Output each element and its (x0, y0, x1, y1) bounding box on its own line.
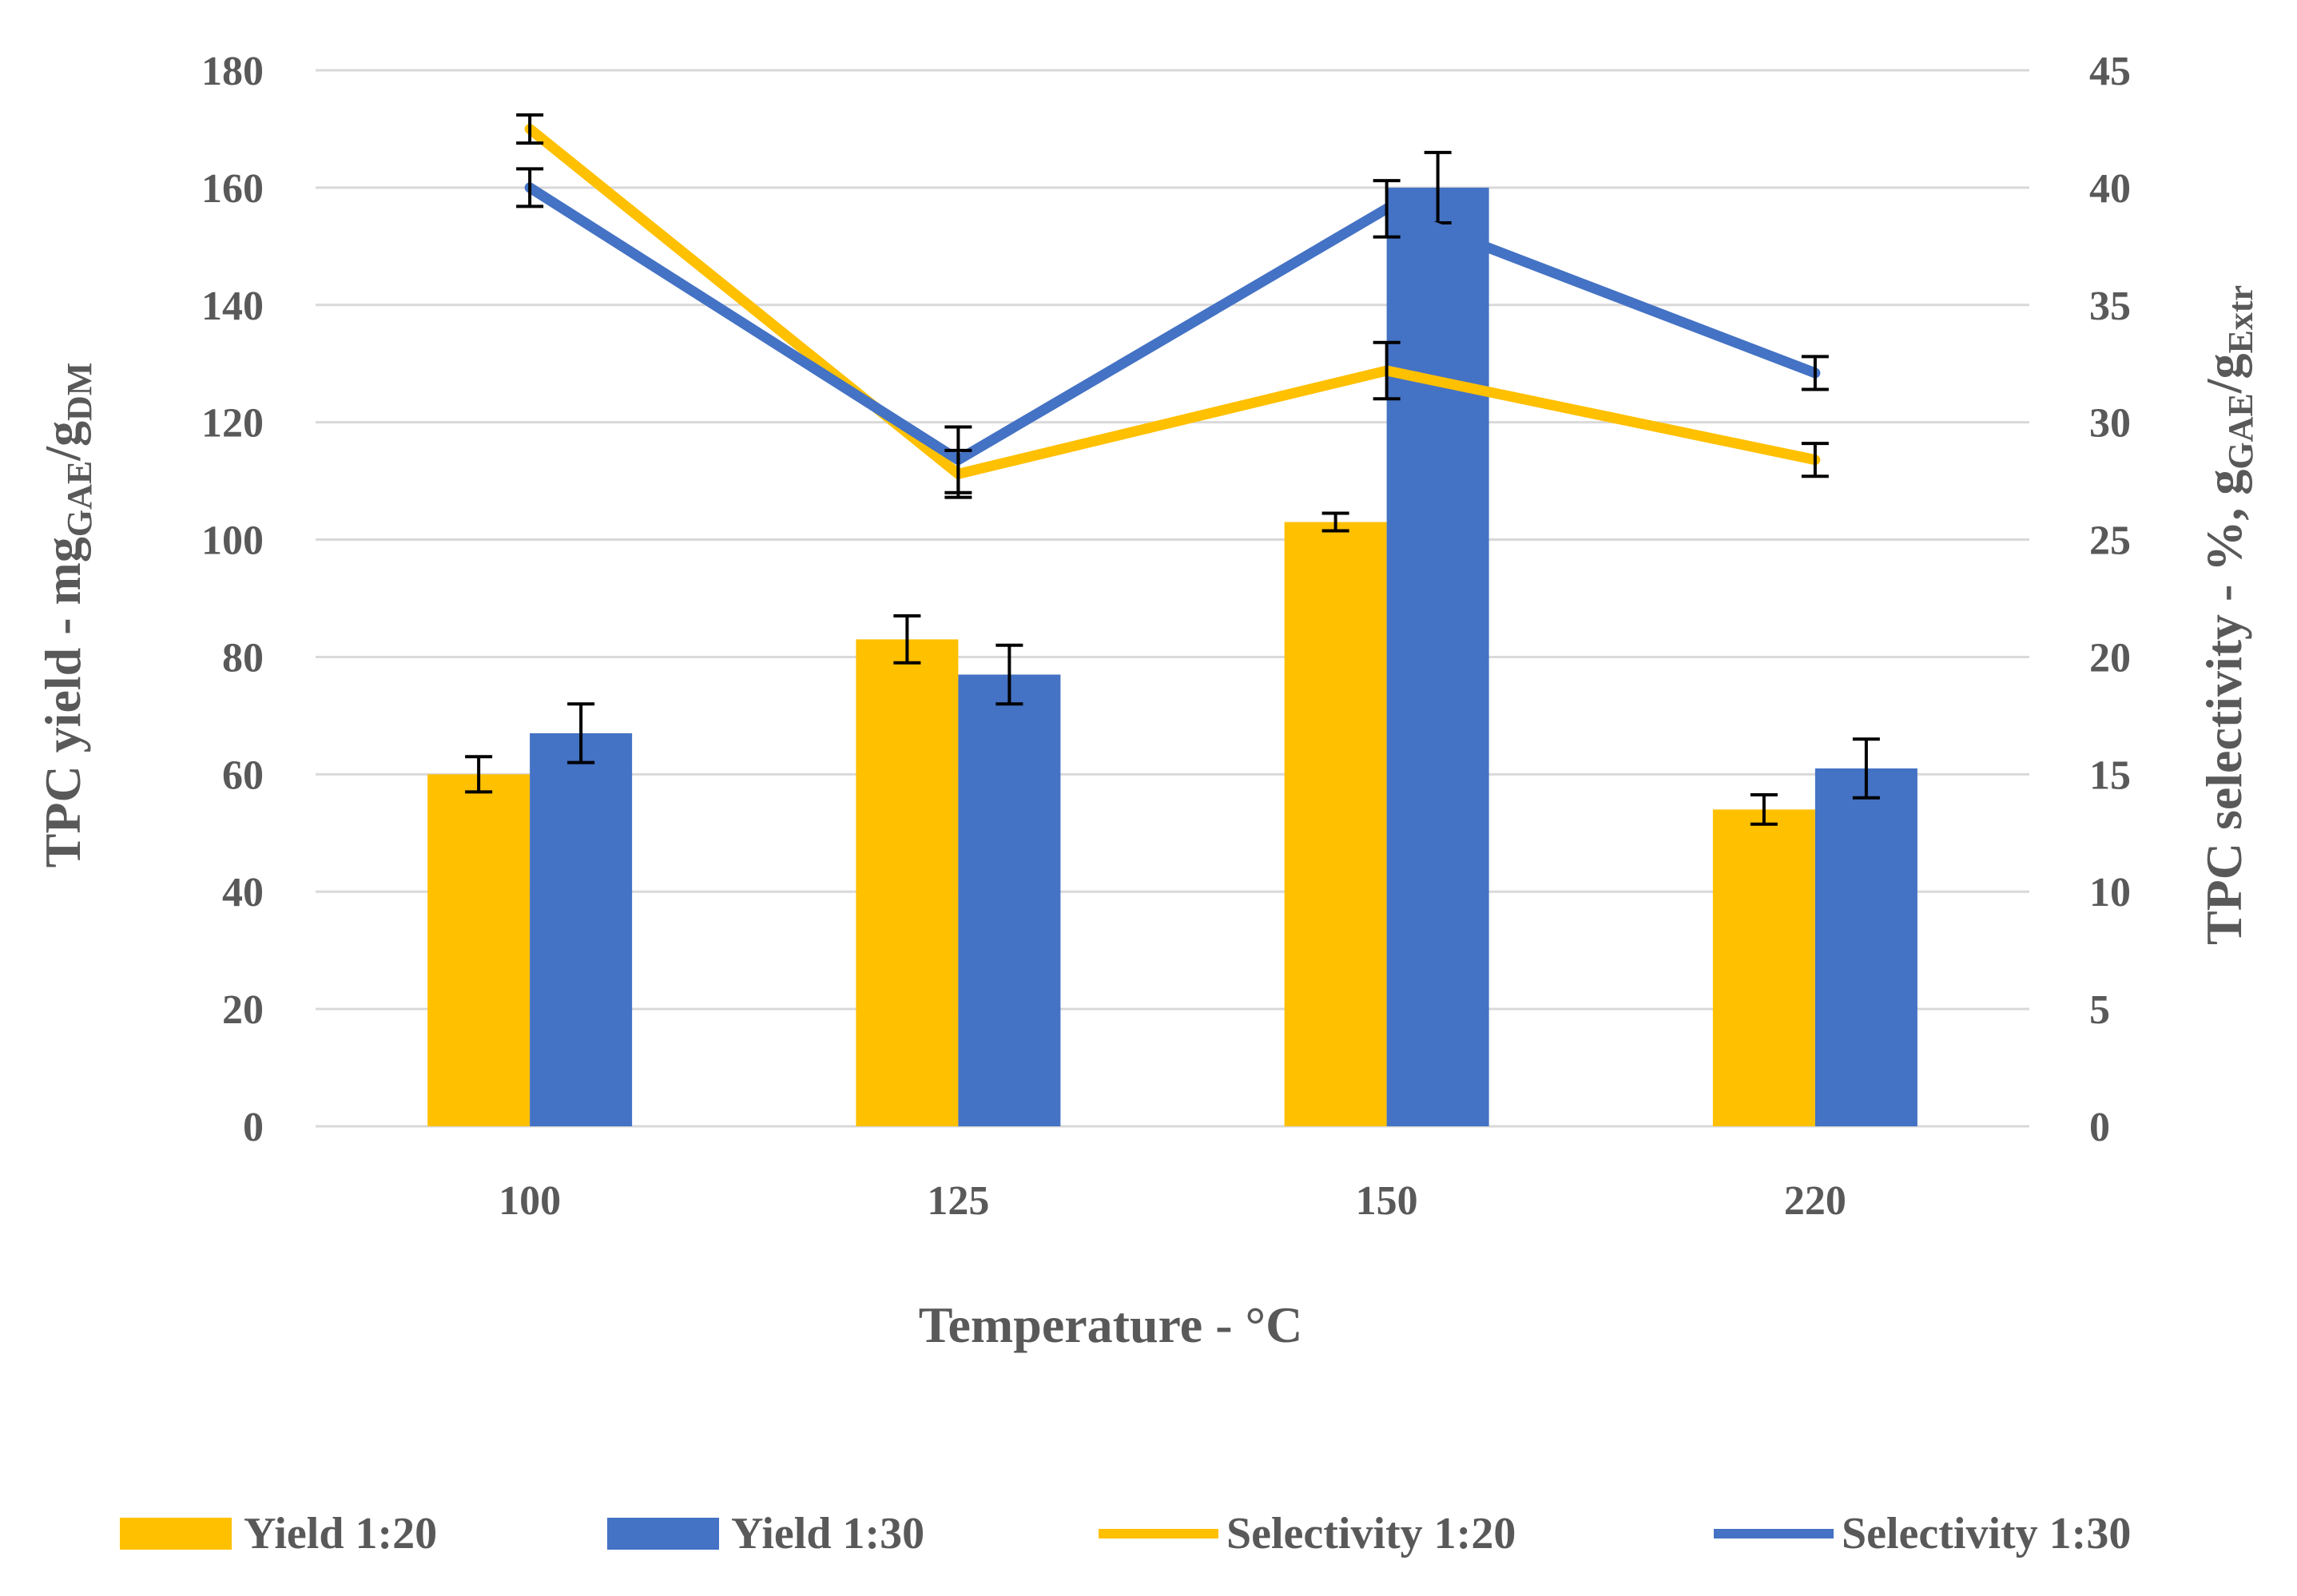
y-right-tick-label: 25 (2089, 518, 2131, 564)
line-error-bar (516, 113, 544, 145)
line-error-bar (1801, 355, 1829, 391)
error-bar (465, 755, 493, 794)
y-left-tick-label: 120 (201, 401, 264, 447)
y-left-tick-label: 100 (201, 518, 264, 564)
bar-yield-1-30-220 (1814, 768, 1917, 1126)
y-left-tick-label: 20 (222, 987, 264, 1033)
y-left-tick-label: 180 (201, 49, 264, 94)
legend-label-selectivity-1-20: Selectivity 1:20 (1226, 1509, 1516, 1558)
y-left-tick-label: 60 (222, 752, 264, 798)
error-bar (1321, 511, 1349, 533)
y-left-tick-label: 140 (201, 284, 264, 329)
y-right-sub1: GAE (2221, 393, 2260, 469)
y-right-tick-label: 40 (2089, 166, 2131, 212)
x-axis-title: Temperature - °C (919, 1296, 1303, 1353)
y-left-sub2: DM (60, 363, 99, 421)
y-left-tick-label: 0 (243, 1105, 264, 1150)
y-axis-title-right: TPC selectivity - %, gGAE/gExtr (2196, 285, 2260, 945)
error-bar (893, 614, 921, 665)
line-error-bar (516, 167, 544, 208)
legend-label-selectivity-1-30: Selectivity 1:30 (1842, 1509, 2131, 1558)
legend-swatch-yield-1-30 (607, 1518, 719, 1550)
error-bar (1852, 737, 1880, 800)
error-bar (995, 643, 1023, 706)
x-tick-label: 125 (927, 1178, 989, 1224)
y-right-tick-label: 30 (2089, 401, 2131, 447)
y-axis-title-left: TPC yield - mgGAE/gDM (34, 363, 99, 868)
line-error-bar (1373, 179, 1401, 239)
bar-yield-1-30-100 (530, 732, 633, 1126)
line-error-bar (1373, 340, 1401, 401)
bar-yield-1-20-150 (1284, 522, 1387, 1126)
bar-yield-1-30-150 (1386, 187, 1489, 1126)
y-left-sub1: GAE (60, 461, 99, 537)
y-left-mid: /g (34, 421, 91, 462)
y-right-tick-label: 20 (2089, 635, 2131, 681)
error-bar (567, 702, 595, 764)
bar-yield-1-30-125 (958, 674, 1061, 1126)
bar-yield-1-20-125 (856, 639, 959, 1126)
line-error-bar (944, 425, 972, 494)
y-left-main: TPC yield - mg (34, 537, 91, 867)
legend-label-yield-1-30: Yield 1:30 (731, 1509, 924, 1558)
y-left-tick-label: 80 (222, 635, 264, 681)
y-left-tick-label: 40 (222, 870, 264, 915)
y-right-tick-label: 35 (2089, 284, 2131, 329)
x-axis-ticks: 100 125 150 220 (499, 1178, 1846, 1224)
y-left-tick-label: 160 (201, 166, 264, 212)
lines (516, 113, 1829, 499)
y-right-sub2: Extr (2221, 285, 2260, 354)
legend-swatch-yield-1-20 (120, 1518, 232, 1550)
legend-label-yield-1-20: Yield 1:20 (244, 1509, 437, 1558)
y-right-tick-label: 0 (2089, 1105, 2110, 1150)
bar-yield-1-20-220 (1712, 809, 1815, 1126)
y-right-tick-label: 5 (2089, 987, 2110, 1033)
x-tick-label: 100 (499, 1178, 561, 1224)
x-tick-label: 220 (1784, 1178, 1846, 1224)
legend: Yield 1:20 Yield 1:30 Selectivity 1:20 S… (120, 1509, 2131, 1558)
y-right-tick-label: 10 (2089, 870, 2131, 915)
bars (427, 150, 1917, 1126)
line-selectivity-1-30 (524, 182, 1821, 466)
left-axis-ticks: 0 20 40 60 80 100 120 140 160 180 (201, 49, 264, 1150)
right-axis-ticks: 0 5 10 15 20 25 30 35 40 45 (2089, 49, 2131, 1150)
bar-yield-1-20-100 (427, 774, 531, 1126)
x-tick-label: 150 (1356, 1178, 1418, 1224)
y-right-mid: /g (2196, 353, 2252, 394)
error-bar (1750, 793, 1778, 826)
line-selectivity-1-20 (524, 123, 1821, 479)
y-right-tick-label: 45 (2089, 49, 2131, 94)
y-right-main: TPC selectivity - %, g (2196, 470, 2252, 945)
y-right-tick-label: 15 (2089, 752, 2131, 798)
line-error-bar (1801, 442, 1829, 478)
